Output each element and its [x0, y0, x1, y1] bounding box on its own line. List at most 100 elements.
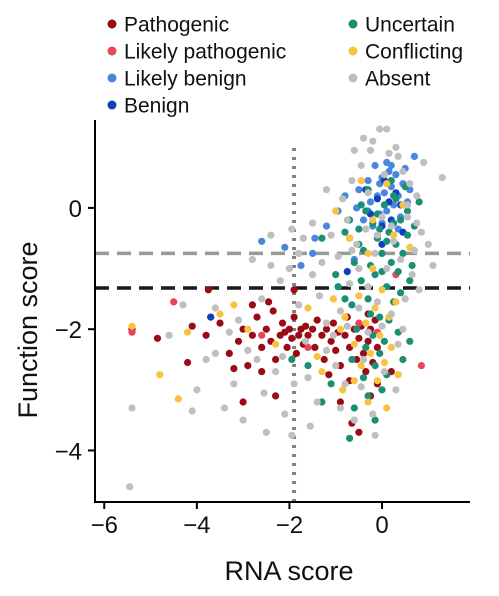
point-conflicting — [272, 340, 280, 348]
point-conflicting — [346, 234, 354, 242]
point-uncertain — [380, 337, 388, 345]
point-absent — [355, 265, 363, 273]
point-absent — [392, 386, 400, 394]
point-absent — [399, 325, 407, 333]
point-uncertain — [399, 355, 407, 364]
point-pathogenic — [309, 325, 317, 333]
point-absent — [343, 216, 351, 224]
legend-item-likely-benign: Likely benign — [107, 68, 247, 91]
point-pathogenic — [153, 334, 162, 342]
x-tick-label: −6 — [91, 512, 118, 539]
point-pathogenic — [341, 331, 349, 339]
point-uncertain — [362, 343, 370, 351]
point-uncertain — [353, 325, 361, 333]
point-absent — [378, 322, 386, 330]
point-pathogenic — [248, 331, 256, 339]
point-uncertain — [334, 283, 342, 291]
point-uncertain — [318, 234, 326, 242]
point-pathogenic — [272, 392, 280, 400]
plot-area: −6 −4 −2 0 0 −2 −4 — [55, 120, 470, 539]
point-uncertain — [348, 301, 356, 309]
series-conflicting — [128, 177, 414, 412]
point-absent — [295, 301, 303, 309]
point-absent — [373, 231, 381, 239]
point-uncertain — [415, 198, 423, 206]
point-pathogenic — [336, 398, 344, 406]
legend-item-pathogenic: Pathogenic — [107, 14, 229, 37]
point-pathogenic — [272, 355, 280, 364]
legend-label: Benign — [124, 95, 189, 118]
point-uncertain — [397, 289, 405, 297]
point-absent — [406, 180, 414, 188]
point-pathogenic — [262, 325, 270, 333]
point-benign — [207, 313, 215, 321]
point-uncertain — [364, 392, 372, 400]
point-pathogenic — [364, 337, 372, 345]
point-conflicting — [341, 313, 349, 321]
point-absent — [413, 192, 421, 200]
point-absent — [322, 319, 331, 327]
legend-marker — [107, 46, 117, 56]
point-pathogenic — [225, 349, 233, 357]
point-conflicting — [244, 325, 252, 333]
point-uncertain — [406, 337, 414, 345]
point-likely-benign — [366, 198, 375, 206]
point-pathogenic — [373, 343, 381, 351]
point-pathogenic — [285, 325, 293, 333]
point-pathogenic — [278, 319, 287, 327]
legend-item-uncertain: Uncertain — [348, 14, 455, 37]
point-uncertain — [371, 362, 379, 370]
point-absent — [359, 134, 368, 142]
legend-item-likely-pathogenic: Likely pathogenic — [107, 41, 286, 64]
point-absent — [415, 286, 423, 294]
point-absent — [309, 271, 317, 279]
point-pathogenic — [313, 316, 321, 324]
point-likely-benign — [410, 152, 418, 160]
point-absent — [306, 422, 314, 430]
point-absent — [315, 292, 324, 300]
point-benign — [373, 195, 381, 203]
point-likely-benign — [380, 189, 388, 197]
point-conflicting — [184, 328, 192, 336]
point-absent — [438, 174, 446, 182]
point-pathogenic — [318, 331, 326, 339]
series-absent — [126, 125, 446, 491]
point-uncertain — [371, 416, 379, 424]
point-uncertain — [357, 277, 365, 285]
point-absent — [366, 146, 375, 154]
point-likely-benign — [309, 249, 317, 257]
point-absent — [318, 258, 326, 267]
point-conflicting — [304, 304, 312, 312]
point-absent — [346, 280, 354, 288]
point-conflicting — [373, 377, 381, 385]
point-uncertain — [376, 225, 384, 233]
point-likely-benign — [322, 222, 331, 230]
point-absent — [211, 304, 219, 312]
point-conflicting — [355, 292, 363, 300]
point-uncertain — [403, 231, 412, 239]
point-absent — [202, 355, 210, 364]
point-uncertain — [362, 207, 370, 215]
point-absent — [128, 404, 136, 412]
point-absent — [225, 328, 233, 336]
point-benign — [343, 268, 351, 276]
point-absent — [179, 301, 187, 309]
legend-label: Conflicting — [365, 41, 463, 64]
point-absent — [234, 316, 243, 324]
point-uncertain — [357, 201, 365, 209]
point-absent — [353, 240, 361, 248]
point-uncertain — [376, 349, 384, 357]
point-pathogenic — [202, 331, 210, 339]
point-absent — [260, 389, 268, 397]
point-absent — [248, 255, 256, 264]
point-absent — [272, 368, 280, 376]
y-ticks: 0 −2 −4 — [55, 196, 95, 465]
point-uncertain — [288, 355, 296, 364]
legend-label: Absent — [365, 68, 431, 91]
point-conflicting — [369, 216, 377, 224]
point-absent — [357, 383, 365, 391]
point-absent — [362, 225, 370, 233]
point-absent — [348, 177, 356, 185]
legend: Pathogenic Likely pathogenic Likely benign… — [107, 14, 463, 118]
point-absent — [348, 246, 356, 254]
